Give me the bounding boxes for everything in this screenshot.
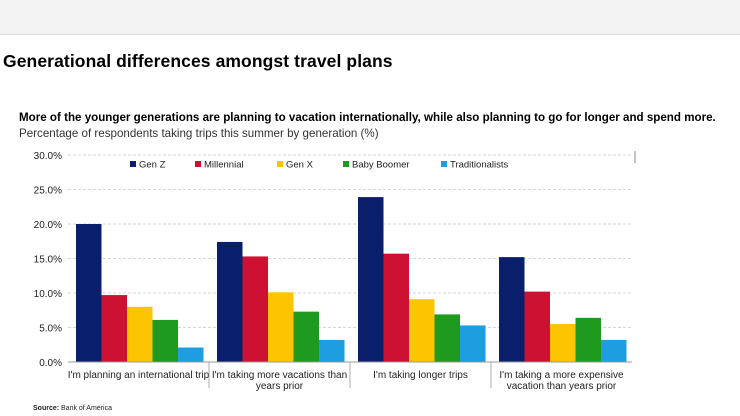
y-tick-label: 15.0% xyxy=(34,255,62,266)
legend-label-millennial: Millennial xyxy=(204,160,244,171)
legend-swatch-millennial xyxy=(195,161,201,167)
bar-gen-x xyxy=(127,306,153,362)
y-tick-label: 30.0% xyxy=(34,151,62,162)
source-label: Source: xyxy=(33,405,60,412)
bar-traditionalists xyxy=(319,339,345,362)
chart-bars xyxy=(76,197,627,362)
chart-title: More of the younger generations are plan… xyxy=(19,111,716,124)
bar-millennial xyxy=(101,295,127,362)
bar-gen-z xyxy=(217,241,243,362)
y-tick-label: 20.0% xyxy=(34,220,62,231)
bar-baby-boomer xyxy=(575,317,601,362)
bar-gen-z xyxy=(76,224,102,362)
legend-label-baby-boomer: Baby Boomer xyxy=(352,160,410,171)
x-axis: I'm planning an international trip I'm ta… xyxy=(68,361,632,392)
x-tick-label: years prior xyxy=(256,381,304,392)
legend-label-gen-x: Gen X xyxy=(286,160,314,171)
bar-gen-x xyxy=(268,292,294,362)
y-tick-label: 25.0% xyxy=(34,186,62,197)
bar-gen-x xyxy=(550,324,576,362)
source-note: Source: Bank of America xyxy=(33,405,112,412)
source-text: Bank of America xyxy=(61,405,112,412)
bar-baby-boomer xyxy=(152,319,178,362)
y-axis: 0.0% 5.0% 10.0% 15.0% 20.0% 25.0% 30.0% xyxy=(34,151,636,369)
legend-swatch-gen-z xyxy=(130,161,136,167)
y-tick-label: 0.0% xyxy=(39,358,62,369)
page-title: Generational differences amongst travel … xyxy=(3,51,393,71)
chart-subtitle: Percentage of respondents taking trips t… xyxy=(19,127,379,140)
bar-gen-z xyxy=(358,197,384,362)
bar-baby-boomer xyxy=(434,314,460,362)
x-tick-label: vacation than years prior xyxy=(507,381,617,392)
x-tick-label: I'm taking a more expensive xyxy=(499,370,624,381)
window-top-bar xyxy=(0,0,740,35)
x-tick-label: I'm taking more vacations than xyxy=(212,370,347,381)
bar-millennial xyxy=(524,291,550,362)
x-tick-label: I'm planning an international trip xyxy=(68,370,210,381)
bar-gen-x xyxy=(409,299,435,362)
legend-swatch-traditionalists xyxy=(441,161,447,167)
bar-traditionalists xyxy=(601,339,627,362)
bar-gen-z xyxy=(499,257,525,362)
legend-swatch-baby-boomer xyxy=(343,161,349,167)
legend-label-traditionalists: Traditionalists xyxy=(450,160,509,171)
y-tick-label: 10.0% xyxy=(34,289,62,300)
bar-millennial xyxy=(383,253,409,362)
legend-swatch-gen-x xyxy=(277,161,283,167)
chart-legend: Gen Z Millennial Gen X Baby Boomer Tradition… xyxy=(130,160,509,171)
bar-millennial xyxy=(242,256,268,362)
bar-traditionalists xyxy=(460,325,486,362)
bar-traditionalists xyxy=(178,347,204,362)
bar-baby-boomer xyxy=(293,311,319,362)
x-tick-label: I'm taking longer trips xyxy=(373,370,468,381)
legend-label-gen-z: Gen Z xyxy=(139,160,166,171)
y-tick-label: 5.0% xyxy=(39,324,62,335)
